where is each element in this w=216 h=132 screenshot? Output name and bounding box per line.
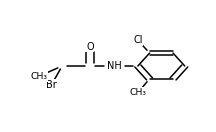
Text: NH: NH [107,61,122,71]
Text: CH₃: CH₃ [129,88,146,97]
Text: O: O [86,42,94,52]
Text: CH₃: CH₃ [30,72,47,81]
Text: Br: Br [46,80,57,90]
Text: Cl: Cl [133,35,143,45]
